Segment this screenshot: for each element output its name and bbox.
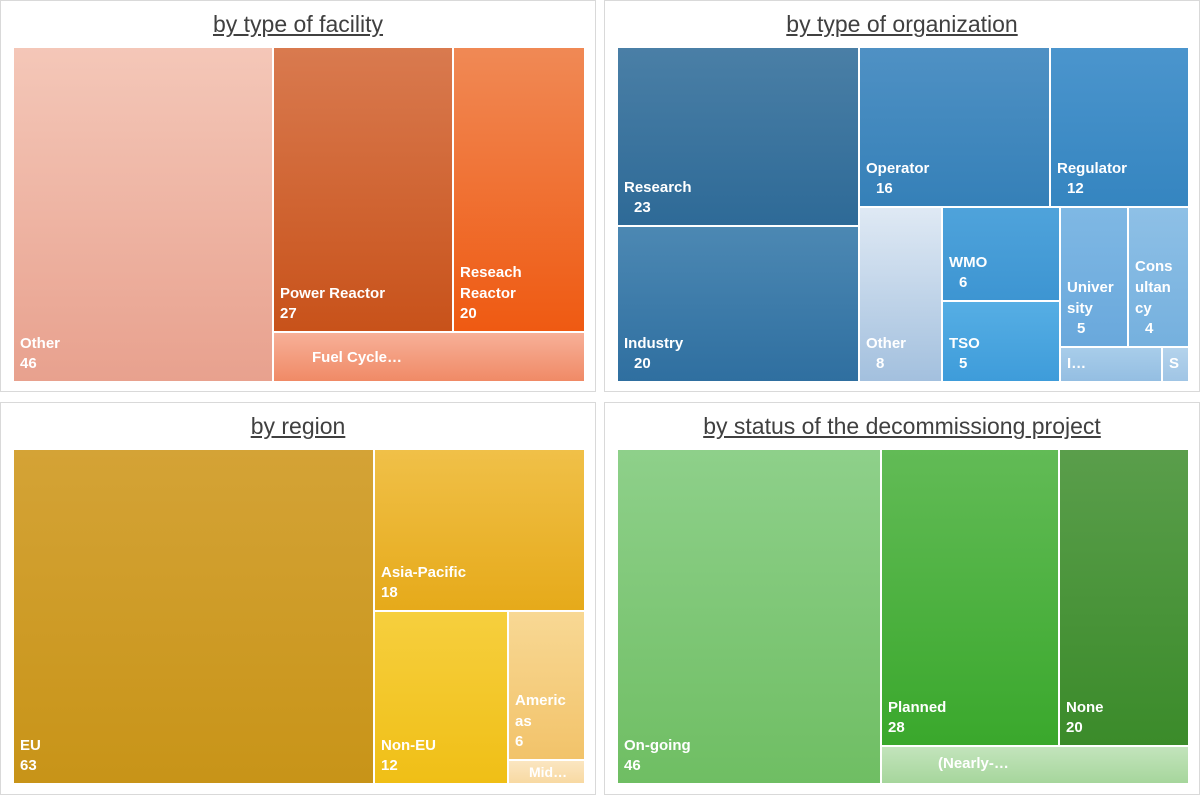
tile-label: TSO [949,334,980,352]
tile-label: Mid… [529,763,568,780]
tile-value: 46 [624,757,641,775]
tile-label: (Nearly-… [938,755,1009,773]
tile-label: Planned [888,698,947,716]
tile-label: Other [866,334,907,352]
tile-label: Research [624,178,692,196]
tile-label: Regulator [1057,159,1128,177]
tile-label: Operator [866,159,930,177]
tile-planned: Planned 28 [881,449,1059,746]
tile-label: EU [20,736,41,754]
tile-label: Power Reactor [280,284,386,302]
tile-value: 23 [634,199,651,217]
tile-label: Fuel Cycle… [312,349,403,367]
tile-label: Industry [624,334,684,352]
tile-other: Other 8 [859,207,942,382]
tile-value: 20 [1066,719,1083,737]
tile-value: 5 [1077,320,1086,338]
tile-label: S [1169,355,1180,373]
tile-value: 5 [959,355,968,373]
tile-i: I… [1060,347,1162,382]
tile-americas: Americ as 6 [508,611,585,760]
tile-value: 27 [280,305,297,323]
tile-consultancy: Cons ultan cy 4 [1128,207,1189,347]
treemap-plot: On-going 46 Planned 28 None 20 (Nearly-… [617,449,1189,784]
tile-none: None 20 [1059,449,1189,746]
tile-label: On-going [624,736,691,754]
treemap-panel-status: by status of the decommissiong project O… [604,402,1200,795]
tile-value: 20 [460,305,477,323]
tile-industry: Industry 20 [617,226,859,382]
tile-label: Univer sity [1067,278,1114,317]
chart-title: by type of facility [212,11,384,37]
tile-operator: Operator 16 [859,47,1050,207]
treemap-plot: Research 23 Industry 20 Operator 16 Regulat… [617,47,1189,382]
tile-regulator: Regulator 12 [1050,47,1189,207]
tile-label: Asia-Pacific [381,563,467,581]
tile-value: 63 [20,757,37,775]
treemap-plot: EU 63 Asia-Pacific 18 Non-EU 12 Americ as 6 … [13,449,585,784]
chart-title: by status of the decommissiong project [703,413,1101,439]
tile-on-going: On-going 46 [617,449,881,784]
tile-eu: EU 63 [13,449,374,784]
tile-label: Other [20,334,61,352]
tile-research: Research 23 [617,47,859,226]
tile-other: Other 46 [13,47,273,382]
tile-wmo: WMO 6 [942,207,1060,301]
tile-university: Univer sity 5 [1060,207,1128,347]
tile-label: Americ as [515,691,566,730]
chart-title: by type of organization [786,11,1018,37]
tile-label: Non-EU [381,736,436,754]
tile-value: 20 [634,355,651,373]
tile-label: WMO [949,253,988,271]
tile-value: 6 [515,733,524,751]
tile-tso: TSO 5 [942,301,1060,382]
tile-label: Cons ultan cy [1135,258,1173,317]
tile-value: 18 [381,584,398,602]
tile-label: I… [1067,355,1087,373]
tile-label: Reseach Reactor [460,263,522,302]
tile-nearly: (Nearly-… [881,746,1189,784]
chart-title: by region [250,413,346,439]
tile-value: 12 [1067,180,1084,198]
tile-middle-east: Mid… [508,760,585,784]
treemap-panel-region: by region EU 63 Asia-Pacific 18 Non-EU 12 A… [0,402,596,795]
tile-asia-pacific: Asia-Pacific 18 [374,449,585,611]
tile-value: 28 [888,719,905,737]
tile-label: None [1066,698,1104,716]
tile-non-eu: Non-EU 12 [374,611,508,784]
tile-value: 8 [876,355,885,373]
tile-fuel-cycle: Fuel Cycle… [273,332,585,382]
treemap-panel-facility: by type of facility Other 46 Power Reacto… [0,0,596,392]
tile-value: 6 [959,274,968,292]
tile-research-reactor: Reseach Reactor 20 [453,47,585,332]
treemap-plot: Other 46 Power Reactor 27 Reseach Reactor 2… [13,47,585,382]
tile-value: 46 [20,355,37,373]
tile-value: 12 [381,757,398,775]
treemap-panel-organization: by type of organization Research 23 Indus… [604,0,1200,392]
tile-s: S [1162,347,1189,382]
tile-power-reactor: Power Reactor 27 [273,47,453,332]
tile-value: 4 [1145,320,1154,338]
tile-value: 16 [876,180,893,198]
